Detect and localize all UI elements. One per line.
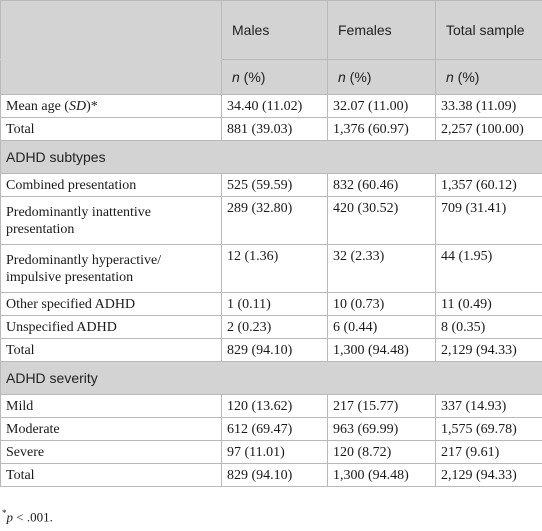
cell-males: 2 (0.23) (221, 315, 328, 339)
cell-total: 44 (1.95) (435, 244, 542, 293)
cell-females: 120 (8.72) (327, 440, 436, 464)
table-row: Mild 120 (13.62) 217 (15.77) 337 (14.93) (0, 394, 542, 418)
header-males: Males (221, 0, 328, 60)
table-row: Predominantly inattentive presentation 2… (0, 196, 542, 245)
header-total-sample: Total sample (435, 0, 542, 60)
cell-females: 32 (2.33) (327, 244, 436, 293)
table-footnote: *p < .001. (2, 508, 53, 525)
cell-total: 709 (31.41) (435, 196, 542, 245)
cell-females: 963 (69.99) (327, 417, 436, 441)
table-row: Moderate 612 (69.47) 963 (69.99) 1,575 (… (0, 417, 542, 441)
cell-females: 1,300 (94.48) (327, 463, 436, 487)
cell-males: 525 (59.59) (221, 173, 328, 197)
cell-females: 10 (0.73) (327, 292, 436, 316)
header-males-unit: n (%) (221, 59, 328, 95)
cell-total: 337 (14.93) (435, 394, 542, 418)
cell-males: 12 (1.36) (221, 244, 328, 293)
cell-females: 6 (0.44) (327, 315, 436, 339)
adhd-characteristics-table: Males Females Total sample n (%) n (%) n… (0, 0, 542, 487)
cell-males: 289 (32.80) (221, 196, 328, 245)
row-label: Severe (0, 440, 222, 464)
header-corner (0, 0, 222, 60)
table-row: Predominantly hyperactive/ impulsive pre… (0, 244, 542, 293)
header-females: Females (327, 0, 436, 60)
cell-females: 832 (60.46) (327, 173, 436, 197)
table-row-total: Total 881 (39.03) 1,376 (60.97) 2,257 (1… (0, 117, 542, 141)
row-label: Total (0, 117, 222, 141)
cell-males: 829 (94.10) (221, 463, 328, 487)
cell-females: 420 (30.52) (327, 196, 436, 245)
section-title: ADHD subtypes (0, 140, 542, 174)
row-label: Predominantly hyperactive/ impulsive pre… (0, 244, 222, 293)
cell-total: 1,357 (60.12) (435, 173, 542, 197)
table-row: Combined presentation 525 (59.59) 832 (6… (0, 173, 542, 197)
row-label: Total (0, 463, 222, 487)
row-label: Total (0, 338, 222, 362)
header-corner-sub (0, 59, 222, 95)
cell-males: 97 (11.01) (221, 440, 328, 464)
section-header-severity: ADHD severity (0, 361, 542, 395)
cell-total: 1,575 (69.78) (435, 417, 542, 441)
table-row: Severe 97 (11.01) 120 (8.72) 217 (9.61) (0, 440, 542, 464)
cell-total: 33.38 (11.09) (435, 94, 542, 118)
cell-males: 612 (69.47) (221, 417, 328, 441)
header-females-unit: n (%) (327, 59, 436, 95)
row-label: Predominantly inattentive presentation (0, 196, 222, 245)
cell-total: 2,129 (94.33) (435, 338, 542, 362)
row-label: Unspecified ADHD (0, 315, 222, 339)
table-row-mean-age: Mean age (SD)* 34.40 (11.02) 32.07 (11.0… (0, 94, 542, 118)
table-row-total: Total 829 (94.10) 1,300 (94.48) 2,129 (9… (0, 338, 542, 362)
row-label: Other specified ADHD (0, 292, 222, 316)
section-header-subtypes: ADHD subtypes (0, 140, 542, 174)
header-row: Males Females Total sample (0, 0, 542, 60)
cell-males: 120 (13.62) (221, 394, 328, 418)
cell-females: 1,376 (60.97) (327, 117, 436, 141)
cell-total: 217 (9.61) (435, 440, 542, 464)
cell-total: 11 (0.49) (435, 292, 542, 316)
section-title: ADHD severity (0, 361, 542, 395)
cell-males: 829 (94.10) (221, 338, 328, 362)
cell-total: 8 (0.35) (435, 315, 542, 339)
cell-males: 34.40 (11.02) (221, 94, 328, 118)
row-label: Mean age (SD)* (0, 94, 222, 118)
cell-males: 881 (39.03) (221, 117, 328, 141)
header-total-unit: n (%) (435, 59, 542, 95)
cell-males: 1 (0.11) (221, 292, 328, 316)
table-row: Other specified ADHD 1 (0.11) 10 (0.73) … (0, 292, 542, 316)
cell-total: 2,257 (100.00) (435, 117, 542, 141)
cell-females: 217 (15.77) (327, 394, 436, 418)
table-row: Unspecified ADHD 2 (0.23) 6 (0.44) 8 (0.… (0, 315, 542, 339)
cell-females: 32.07 (11.00) (327, 94, 436, 118)
header-subrow: n (%) n (%) n (%) (0, 59, 542, 95)
row-label: Moderate (0, 417, 222, 441)
row-label: Mild (0, 394, 222, 418)
cell-females: 1,300 (94.48) (327, 338, 436, 362)
cell-total: 2,129 (94.33) (435, 463, 542, 487)
row-label: Combined presentation (0, 173, 222, 197)
table-row-total: Total 829 (94.10) 1,300 (94.48) 2,129 (9… (0, 463, 542, 487)
